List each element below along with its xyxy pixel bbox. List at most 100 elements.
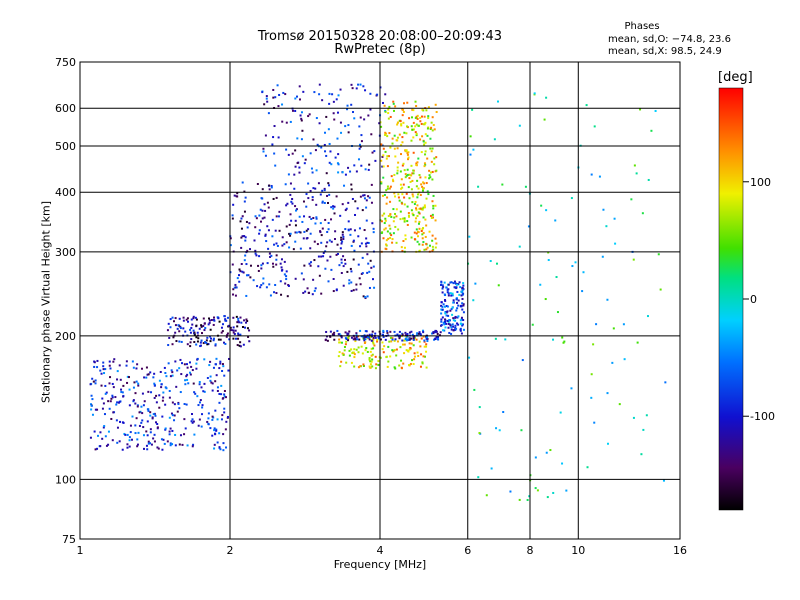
scatter-point — [202, 325, 205, 328]
x-ticks: 1 2 4 6 8 10 16 — [77, 544, 688, 557]
scatter-point — [314, 222, 317, 225]
scatter-point — [216, 386, 219, 389]
scatter-point — [285, 270, 288, 273]
scatter-point — [347, 228, 350, 231]
scatter-point — [351, 197, 354, 200]
scatter-point — [406, 333, 409, 336]
scatter-point — [173, 403, 176, 406]
scatter-point — [346, 104, 349, 107]
scatter-point — [386, 365, 389, 368]
x-tick-label: 2 — [227, 544, 234, 557]
scatter-point — [362, 363, 365, 366]
scatter-point — [231, 217, 234, 220]
scatter-point — [613, 217, 616, 220]
scatter-point — [226, 316, 229, 319]
scatter-point — [413, 352, 416, 355]
scatter-point — [132, 366, 135, 369]
scatter-point — [307, 228, 310, 231]
scatter-point — [394, 105, 397, 108]
scatter-point — [387, 215, 390, 218]
scatter-point — [368, 333, 371, 336]
scatter-point — [267, 247, 270, 250]
scatter-point — [393, 147, 396, 150]
scatter-point — [339, 88, 342, 91]
scatter-point — [234, 329, 237, 332]
scatter-point — [119, 378, 122, 381]
scatter-point — [340, 131, 343, 134]
scatter-point — [153, 396, 156, 399]
scatter-point — [374, 367, 377, 370]
scatter-point — [208, 364, 211, 367]
scatter-point — [410, 342, 413, 345]
scatter-point — [214, 343, 217, 346]
scatter-point — [440, 283, 443, 286]
y-tick-label: 500 — [55, 140, 76, 153]
scatter-point — [384, 219, 387, 222]
scatter-point — [260, 284, 263, 287]
scatter-point — [380, 181, 383, 184]
scatter-point — [333, 238, 336, 241]
scatter-point — [368, 286, 371, 289]
scatter-point — [325, 154, 328, 157]
scatter-point — [102, 361, 105, 364]
scatter-point — [389, 355, 392, 358]
scatter-point — [184, 383, 187, 386]
scatter-point — [355, 332, 358, 335]
scatter-point — [404, 238, 407, 241]
scatter-point — [229, 244, 232, 247]
scatter-point — [337, 153, 340, 156]
scatter-point — [326, 241, 329, 244]
scatter-point — [412, 363, 415, 366]
scatter-point — [209, 375, 212, 378]
scatter-point — [336, 329, 339, 332]
scatter-point — [425, 109, 428, 112]
scatter-point — [317, 265, 320, 268]
scatter-point — [420, 115, 423, 118]
scatter-point — [196, 395, 199, 398]
scatter-point — [545, 209, 548, 212]
scatter-point — [417, 211, 420, 214]
scatter-point — [206, 376, 209, 379]
scatter-point — [383, 212, 386, 215]
scatter-point — [447, 326, 450, 329]
scatter-point — [384, 247, 387, 250]
scatter-point — [546, 496, 549, 499]
scatter-point — [205, 339, 208, 342]
scatter-point — [284, 282, 287, 285]
scatter-point — [158, 394, 161, 397]
scatter-point — [333, 205, 336, 208]
scatter-point — [415, 208, 418, 211]
scatter-point — [190, 326, 193, 329]
scatter-point — [264, 209, 267, 212]
scatter-point — [422, 241, 425, 244]
scatter-point — [452, 325, 455, 328]
scatter-point — [342, 265, 345, 268]
scatter-point — [101, 407, 104, 410]
scatter-point — [339, 247, 342, 250]
scatter-point — [443, 293, 446, 296]
scatter-point — [441, 316, 444, 319]
scatter-point — [430, 160, 433, 163]
scatter-point — [116, 370, 119, 373]
scatter-point — [192, 317, 195, 320]
scatter-point — [192, 315, 195, 318]
scatter-point — [378, 122, 381, 125]
scatter-point — [406, 168, 409, 171]
scatter-point — [261, 262, 264, 265]
scatter-point — [420, 183, 423, 186]
scatter-point — [333, 333, 336, 336]
scatter-point — [404, 234, 407, 237]
scatter-point — [459, 286, 462, 289]
scatter-point — [235, 315, 238, 318]
scatter-point — [411, 193, 414, 196]
scatter-point — [647, 178, 650, 181]
scatter-point — [186, 378, 189, 381]
scatter-point — [389, 336, 392, 339]
scatter-point — [421, 237, 424, 240]
scatter-point — [632, 258, 635, 261]
scatter-point — [272, 88, 275, 91]
scatter-point — [218, 432, 221, 435]
scatter-point — [406, 334, 409, 337]
scatter-point — [341, 203, 344, 206]
